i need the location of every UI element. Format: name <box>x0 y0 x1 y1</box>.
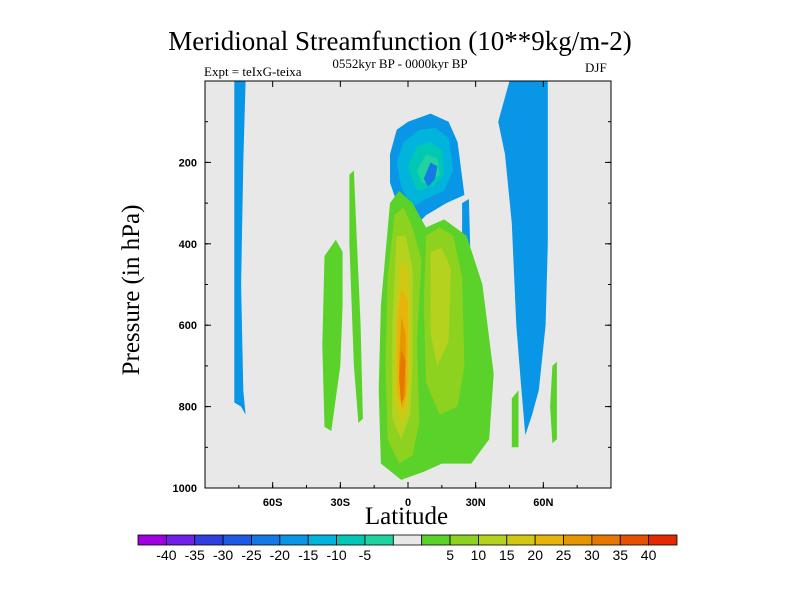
contour-region <box>423 162 438 187</box>
colorbar-label: 35 <box>613 547 629 563</box>
season-label: DJF <box>585 60 607 75</box>
colorbar-label: 20 <box>527 547 543 563</box>
y-tick-label: 400 <box>179 239 197 251</box>
contour-region <box>498 81 548 436</box>
colorbar-box <box>307 534 337 546</box>
colorbar-label: 5 <box>446 547 454 563</box>
contour-region <box>399 349 406 403</box>
colorbar-label: -35 <box>185 547 205 563</box>
colorbar-box <box>563 534 593 546</box>
x-tick-label: 60N <box>533 497 553 509</box>
contour-region <box>234 81 246 415</box>
y-tick-label: 200 <box>179 157 197 169</box>
colorbar-label: -10 <box>326 547 346 563</box>
colorbar-box <box>421 534 451 546</box>
colorbar-box <box>648 534 678 546</box>
y-tick-label: 800 <box>179 402 197 414</box>
chart-subtitle: 0552kyr BP - 0000kyr BP <box>332 56 468 71</box>
axes: 60S 30S 0 30N 60N 200 400 600 800 1000 <box>173 80 612 509</box>
x-axis-label: Latitude <box>364 503 449 530</box>
colorbar-box <box>506 534 536 546</box>
colorbar-label: 15 <box>499 547 515 563</box>
plot-area <box>205 81 611 488</box>
x-tick-label: 60S <box>263 497 283 509</box>
colorbar-label: 10 <box>471 547 487 563</box>
colorbar-label: 40 <box>641 547 657 563</box>
colorbar-box <box>251 534 281 546</box>
contour-region <box>430 247 451 366</box>
contour-region <box>550 361 557 444</box>
colorbar-box <box>449 534 479 546</box>
colorbar-box <box>279 534 309 546</box>
colorbar-box <box>478 534 508 546</box>
colorbar-box <box>591 534 621 546</box>
colorbar: -40 -35 -30 -25 -20 -15 -10 -5 5 10 15 20 25 30 35 40 <box>137 534 678 563</box>
x-tick-label: 30N <box>466 497 486 509</box>
colorbar-label: -20 <box>270 547 290 563</box>
colorbar-box <box>619 534 650 546</box>
colorbar-label: 25 <box>556 547 572 563</box>
x-tick-label: 0 <box>405 497 411 509</box>
colorbar-label: -40 <box>156 547 176 563</box>
colorbar-box <box>336 534 366 546</box>
x-tick-label: 30S <box>331 497 351 509</box>
colorbar-box <box>194 534 224 546</box>
colorbar-box <box>165 534 196 546</box>
colorbar-label: -25 <box>241 547 261 563</box>
contour-region <box>322 239 343 431</box>
chart-title: Meridional Streamfunction (10**9kg/m-2) <box>168 26 632 56</box>
colorbar-box <box>137 534 167 546</box>
colorbar-label: -5 <box>359 547 372 563</box>
colorbar-box <box>222 534 252 546</box>
colorbar-label: -30 <box>213 547 233 563</box>
contour-region <box>511 390 519 448</box>
experiment-label: Expt = teIxG-teixa <box>204 64 302 79</box>
y-tick-label: 1000 <box>173 483 197 495</box>
colorbar-label: -15 <box>298 547 318 563</box>
y-tick-label: 600 <box>179 320 197 332</box>
colorbar-box <box>534 534 564 546</box>
colorbar-box <box>392 534 423 546</box>
contour-region <box>349 170 363 423</box>
colorbar-label: 30 <box>584 547 600 563</box>
colorbar-box <box>364 534 394 546</box>
